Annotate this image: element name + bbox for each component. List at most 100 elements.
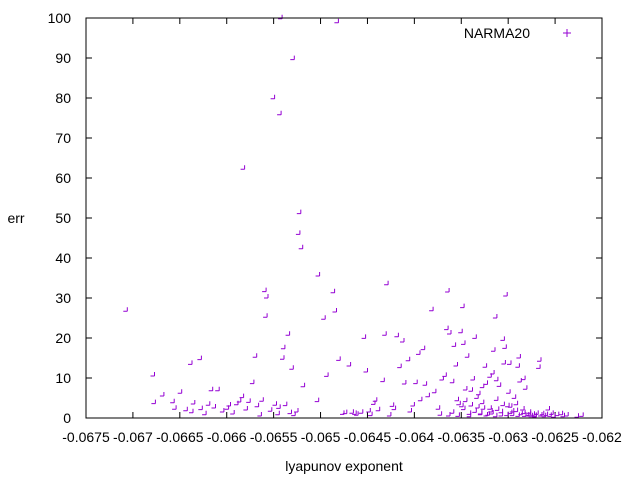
data-point	[267, 407, 273, 412]
data-point	[123, 307, 128, 312]
data-point	[321, 315, 326, 320]
data-point	[234, 400, 239, 406]
data-point	[526, 411, 532, 416]
x-axis-title: lyapunov exponent	[285, 458, 403, 474]
data-point	[262, 287, 267, 293]
data-point	[198, 405, 203, 411]
data-point	[417, 396, 423, 402]
data-point	[475, 404, 480, 409]
data-point	[177, 389, 183, 394]
data-point	[502, 344, 507, 349]
tick-labels: -0.0675 -0.067 -0.0665 -0.066 -0.0655 -0.065-…	[48, 10, 622, 445]
x-tick-label: -0.0645	[344, 429, 392, 445]
data-point	[389, 402, 395, 407]
data-point	[172, 405, 177, 410]
data-point	[509, 408, 515, 413]
data-point	[496, 382, 502, 387]
data-point	[504, 411, 509, 417]
data-point	[346, 362, 352, 367]
data-point	[366, 408, 371, 413]
data-point	[391, 405, 397, 411]
data-point	[543, 411, 549, 417]
data-point	[384, 280, 389, 286]
data-point	[397, 363, 402, 369]
data-point	[468, 402, 473, 407]
data-point	[538, 412, 543, 417]
data-point	[358, 409, 364, 414]
data-point	[275, 410, 280, 416]
data-point	[211, 404, 216, 409]
y-tick-label: 30	[55, 290, 71, 306]
data-point	[400, 338, 405, 343]
data-point	[170, 398, 175, 404]
y-tick-label: 50	[55, 210, 71, 226]
data-point	[349, 409, 354, 414]
data-point	[382, 331, 387, 336]
data-point	[470, 376, 475, 381]
data-point	[455, 412, 460, 417]
data-point	[451, 342, 457, 347]
data-point	[336, 356, 341, 361]
data-point	[472, 408, 477, 413]
data-point	[492, 412, 498, 418]
y-tick-label: 100	[48, 10, 72, 26]
data-point	[188, 360, 193, 365]
data-point	[493, 376, 499, 382]
data-point	[461, 340, 466, 345]
data-point	[579, 412, 584, 417]
data-point	[507, 403, 513, 408]
data-point	[368, 411, 373, 417]
data-point	[483, 380, 488, 385]
data-point	[252, 353, 258, 358]
data-point	[445, 288, 450, 293]
data-point	[453, 362, 458, 367]
data-point	[332, 308, 337, 313]
data-point	[489, 410, 494, 415]
data-point	[449, 378, 455, 384]
data-point	[300, 382, 306, 388]
data-point	[246, 398, 251, 403]
data-point	[431, 388, 437, 394]
data-point	[574, 413, 579, 418]
data-point	[282, 401, 288, 407]
data-point	[511, 394, 517, 399]
data-point	[280, 344, 286, 350]
data-point	[515, 412, 520, 417]
data-point	[330, 288, 336, 294]
data-point	[458, 328, 463, 334]
data-point	[257, 412, 262, 417]
data-point	[516, 354, 521, 359]
plot-area-border	[85, 17, 603, 419]
data-point	[422, 381, 428, 386]
data-point	[483, 412, 488, 417]
data-point	[236, 398, 242, 403]
data-point	[287, 409, 292, 415]
data-point	[401, 380, 407, 385]
data-point	[493, 396, 499, 401]
data-point	[151, 399, 156, 405]
data-point	[183, 406, 188, 412]
data-point	[315, 272, 321, 277]
data-point	[476, 390, 481, 396]
data-point	[226, 402, 231, 407]
data-point	[416, 350, 421, 355]
data-point	[394, 332, 399, 338]
data-point	[294, 408, 299, 413]
data-point	[290, 55, 295, 61]
data-point	[490, 370, 495, 375]
data-points	[123, 14, 584, 418]
data-point	[456, 400, 461, 406]
data-point	[454, 396, 459, 402]
data-point	[197, 355, 202, 361]
data-point	[295, 230, 301, 235]
data-point	[202, 410, 207, 416]
x-tick-label: -0.0655	[250, 429, 298, 445]
data-point	[386, 412, 392, 417]
data-point	[189, 408, 194, 414]
data-point	[298, 244, 304, 250]
legend-label: NARMA20	[464, 25, 530, 41]
data-point	[480, 405, 486, 410]
data-point	[205, 401, 211, 406]
data-point	[564, 412, 569, 417]
